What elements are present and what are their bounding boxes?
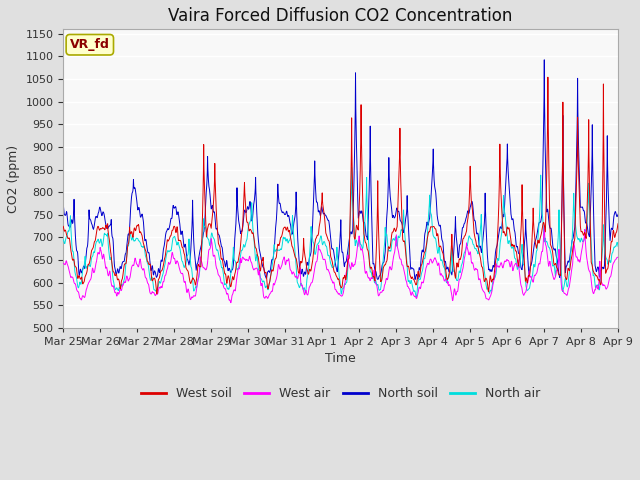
Title: Vaira Forced Diffusion CO2 Concentration: Vaira Forced Diffusion CO2 Concentration xyxy=(168,7,513,25)
Text: VR_fd: VR_fd xyxy=(70,38,109,51)
X-axis label: Time: Time xyxy=(325,352,356,365)
Legend: West soil, West air, North soil, North air: West soil, West air, North soil, North a… xyxy=(136,382,545,405)
Y-axis label: CO2 (ppm): CO2 (ppm) xyxy=(7,144,20,213)
